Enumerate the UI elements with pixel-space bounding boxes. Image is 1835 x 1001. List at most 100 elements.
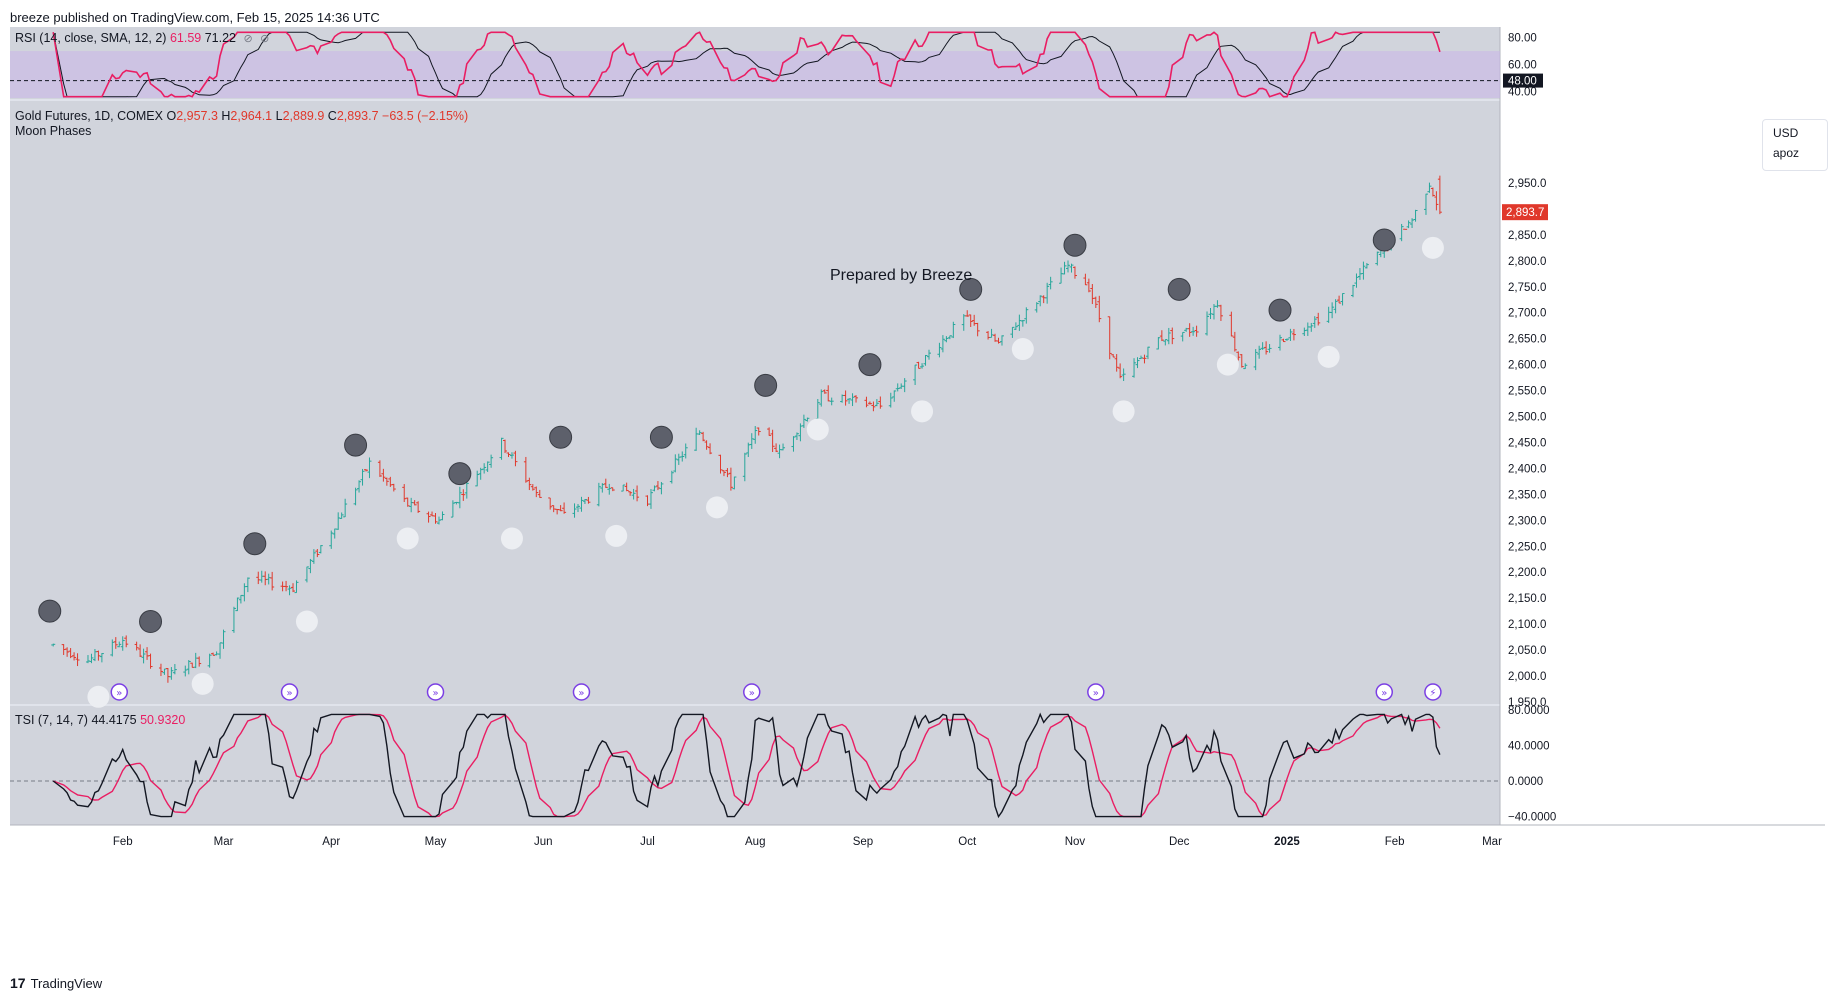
price-bar: [353, 487, 358, 506]
time-axis-label: Apr: [322, 836, 340, 848]
price-bar: [1194, 325, 1199, 337]
new-moon-marker: [1063, 233, 1087, 257]
price-bar: [377, 460, 382, 477]
price-bar: [805, 417, 810, 422]
price-bar: [1083, 273, 1088, 286]
price-bar: [1062, 261, 1067, 275]
price-bar: [450, 500, 455, 518]
price-bar: [186, 660, 191, 675]
price-bar: [940, 335, 945, 353]
price-bar: [562, 502, 567, 514]
price-bar: [850, 393, 855, 407]
settings-icon[interactable]: ⊘: [260, 33, 270, 45]
price-bar: [1180, 331, 1185, 342]
price-bar: [718, 454, 723, 474]
price-tick-label: 2,700.0: [1508, 308, 1546, 320]
price-bar: [416, 501, 421, 513]
price-bar: [141, 648, 146, 664]
price-bar: [172, 664, 177, 675]
price-bar: [732, 476, 737, 490]
event-marker-ring: [426, 683, 445, 701]
low-label: L: [275, 109, 283, 123]
price-bar: [669, 470, 674, 484]
price-bar: [158, 663, 163, 677]
event-marker-icon: »: [426, 683, 445, 701]
price-tick-label: 2,200.0: [1508, 567, 1546, 579]
price-bar: [1316, 312, 1321, 326]
price-bar: [1072, 266, 1077, 279]
price-bar: [631, 488, 636, 500]
price-bar: [603, 478, 608, 488]
price-bar: [287, 585, 292, 596]
event-marker-ring: [572, 683, 591, 701]
event-marker-icon: »: [1087, 683, 1105, 701]
price-bar: [534, 486, 539, 498]
price-bar: [461, 489, 466, 501]
rsi-line: [52, 31, 1441, 98]
price-bar: [600, 483, 605, 493]
rsi-band: [10, 51, 1500, 98]
price-bar: [847, 398, 852, 404]
price-bar: [975, 322, 980, 337]
price-tick-label: 2,450.0: [1508, 437, 1546, 449]
price-tick-label: 2,650.0: [1508, 334, 1546, 346]
price-bar: [721, 470, 726, 477]
price-bar: [770, 429, 775, 452]
price-bar: [457, 486, 462, 509]
event-marker-glyph: »: [286, 688, 292, 699]
price-bar: [523, 456, 528, 483]
price-bar: [1236, 351, 1241, 361]
rsi-tick-label: 40.00: [1508, 86, 1537, 98]
price-bar: [1430, 187, 1435, 197]
price-bar: [1156, 337, 1161, 350]
new-moon-marker: [754, 373, 778, 397]
event-marker-ring: [280, 683, 299, 701]
price-bar: [801, 414, 806, 428]
price-bar: [513, 450, 518, 467]
new-moon-marker: [1167, 277, 1191, 301]
event-marker-icon: »: [110, 683, 129, 701]
event-marker-glyph: »: [116, 688, 122, 699]
new-moon-marker: [649, 425, 673, 449]
price-bar: [843, 390, 848, 406]
price-bar: [624, 482, 629, 492]
price-bar: [1361, 261, 1366, 280]
price-bar: [1048, 276, 1053, 290]
chart-canvas[interactable]: 80.0060.0040.0048.002,950.02,900.02,850.…: [10, 27, 1825, 967]
price-bar: [148, 653, 153, 669]
new-moon-marker: [139, 610, 163, 634]
full-moon-marker: [191, 672, 214, 695]
price-bar: [1333, 299, 1338, 314]
price-bar: [892, 390, 897, 402]
price-bar: [648, 489, 653, 509]
price-bar: [183, 665, 188, 677]
event-marker-ring: [110, 683, 129, 701]
price-bar: [318, 545, 323, 554]
event-marker-ring: [743, 683, 761, 701]
price-bar: [235, 597, 240, 612]
tsi-value: 44.4175: [91, 713, 137, 727]
price-bar: [1038, 295, 1043, 307]
rsi-legend: RSI (14, close, SMA, 12, 2) 61.59 71.22 …: [15, 31, 269, 45]
price-bar: [1427, 182, 1432, 193]
rsi-value: 61.59: [169, 31, 202, 45]
visibility-icon[interactable]: ⊘: [243, 33, 253, 45]
price-bar: [1281, 338, 1286, 343]
high-value: 2,964.1: [230, 109, 273, 123]
price-bar: [1284, 338, 1289, 341]
price-bar: [742, 452, 747, 482]
price-bar: [819, 389, 824, 407]
pane-separator: [10, 704, 1500, 706]
price-bar: [426, 511, 431, 523]
new-moon-marker: [344, 433, 368, 457]
rsi-level-tag: 48.00: [1508, 76, 1537, 88]
chart-area[interactable]: 80.0060.0040.0048.002,950.02,900.02,850.…: [10, 27, 1828, 967]
new-moon-marker: [38, 599, 62, 623]
price-tick-label: 2,000.0: [1508, 671, 1546, 683]
price-bar: [902, 378, 907, 393]
currency-selector[interactable]: USD apoz: [1762, 119, 1828, 171]
price-bar: [923, 354, 928, 366]
price-bar: [1159, 330, 1164, 342]
price-bar: [117, 641, 122, 648]
rsi-sma-value: 71.22: [204, 31, 236, 45]
